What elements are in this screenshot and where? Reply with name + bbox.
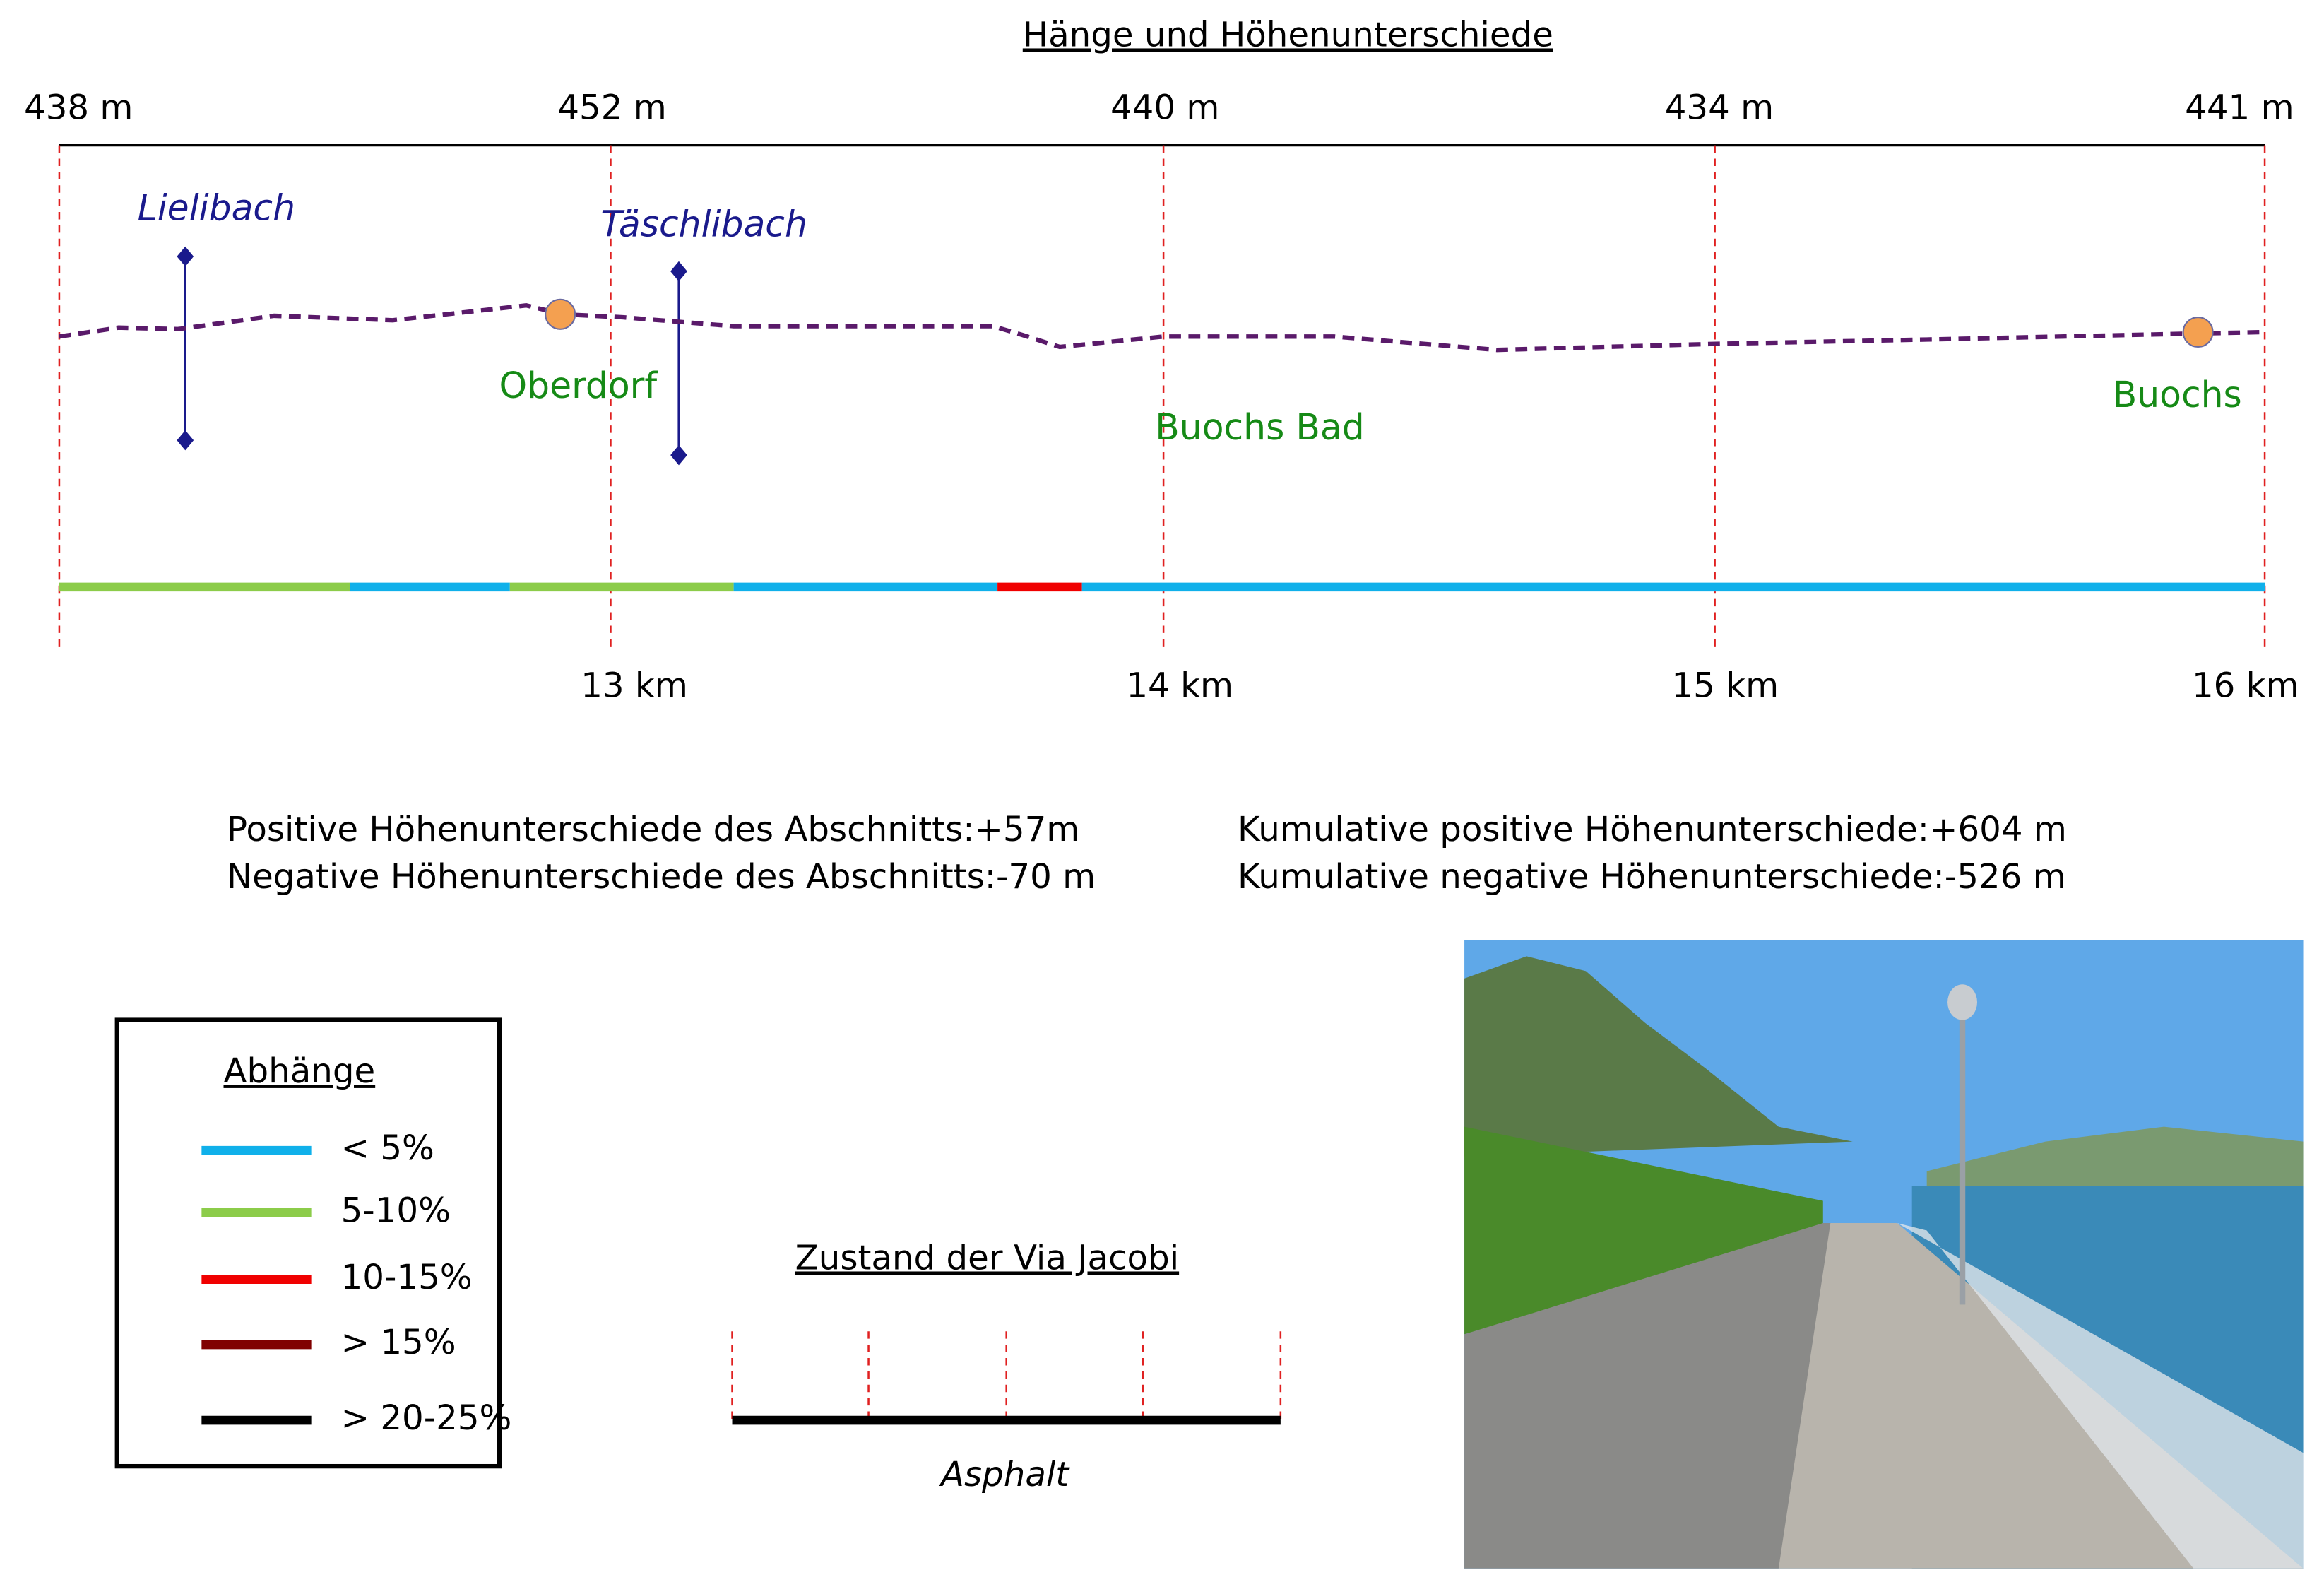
place-label: Buochs Bad — [1155, 406, 1364, 448]
stream-marker — [670, 261, 687, 466]
legend-box — [114, 1017, 502, 1469]
distance-label: 14 km — [1126, 666, 1233, 706]
legend-label: 10-15% — [341, 1258, 473, 1297]
grid — [58, 145, 2266, 650]
distance-label: 16 km — [2192, 666, 2299, 706]
stat-line: Kumulative positive Höhenunterschiede:+6… — [1238, 810, 2067, 849]
elevation-label: 440 m — [1110, 88, 1219, 127]
place-label: Oberdorf — [499, 365, 658, 406]
surface-ticks — [731, 1331, 1282, 1421]
profile-line — [59, 303, 2265, 353]
place-marker — [545, 298, 576, 330]
surface-label: Asphalt — [939, 1455, 1070, 1494]
legend-label: > 15% — [341, 1323, 456, 1362]
place-label: Buochs — [2113, 374, 2242, 415]
elevation-label: 452 m — [557, 88, 666, 127]
distance-label: 13 km — [581, 666, 688, 706]
elevation-label: 441 m — [2185, 88, 2294, 127]
stream-label: Lielibach — [138, 187, 295, 228]
stat-line: Negative Höhenunterschiede des Abschnitt… — [227, 857, 1096, 897]
elevation-label: 434 m — [1665, 88, 1774, 127]
stat-line: Kumulative negative Höhenunterschiede:-5… — [1238, 857, 2066, 897]
stream-label: Täschlibach — [600, 203, 807, 245]
stream-marker — [177, 246, 194, 451]
distance-label: 15 km — [1671, 666, 1779, 706]
stat-line: Positive Höhenunterschiede des Abschnitt… — [227, 810, 1079, 849]
surface-title: Zustand der Via Jacobi — [795, 1238, 1179, 1277]
legend-title: Abhänge — [224, 1051, 376, 1091]
place-marker — [2182, 316, 2214, 348]
legend-label: < 5% — [341, 1128, 434, 1168]
legend-items: < 5% 5-10% 10-15% > 15% > 20-25% — [201, 1128, 511, 1438]
photo — [1464, 940, 2304, 1569]
legend-label: 5-10% — [341, 1191, 451, 1230]
legend-label: > 20-25% — [341, 1398, 512, 1438]
title: Hänge und Höhenunterschiede — [1023, 15, 1553, 54]
elevation-label: 438 m — [24, 88, 133, 127]
